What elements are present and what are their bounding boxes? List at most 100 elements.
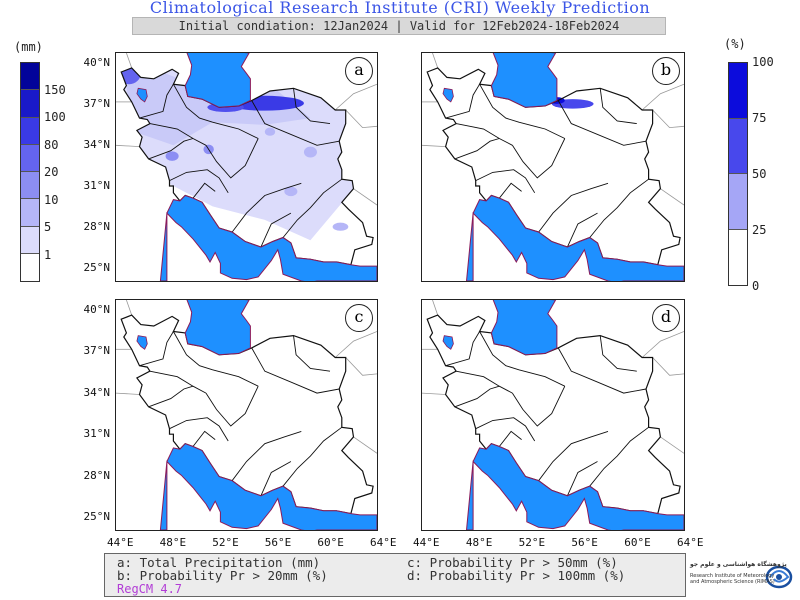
colorbar-right-unit: (%) — [724, 37, 746, 51]
neighbor-border — [345, 357, 377, 376]
province-border — [231, 182, 302, 233]
precip-cell — [332, 222, 349, 231]
colorbar-segment — [21, 226, 39, 254]
panel-label-b: b — [652, 57, 680, 85]
province-border — [589, 426, 649, 487]
province-border — [149, 123, 207, 146]
colorbar-tick-label: 75 — [752, 111, 767, 125]
logo-name-en-1: Research Institute of Meteorology — [690, 573, 775, 579]
province-border — [149, 370, 207, 394]
panel-label-a: a — [345, 57, 373, 85]
map-panel-d: d — [421, 299, 685, 531]
colorbar-segment — [21, 90, 39, 118]
province-border — [148, 385, 194, 408]
province-border — [557, 100, 647, 146]
logo-name-fa: پژوهشگاه هواشناسی و علوم جو — [690, 561, 787, 568]
neighbor-border — [652, 109, 684, 129]
province-border — [566, 212, 598, 248]
province-border — [566, 461, 598, 496]
province-border — [293, 335, 331, 372]
province-border — [479, 83, 565, 139]
lon-label: 52°E — [518, 536, 546, 549]
lon-label: 52°E — [212, 536, 239, 549]
map-panel-a: a — [115, 52, 378, 282]
page-subtitle: Initial condiation: 12Jan2024 | Valid fo… — [132, 17, 666, 35]
neighbor-border — [660, 436, 684, 454]
bottom-lat-label: 25°N — [83, 510, 111, 524]
lon-label: 60°E — [624, 536, 651, 549]
precip-cell — [284, 186, 298, 197]
province-border — [479, 331, 565, 387]
lon-label: 48°E — [159, 536, 187, 549]
province-border — [599, 88, 637, 125]
province-border — [173, 331, 259, 387]
province-border — [475, 417, 536, 442]
neighbor-border — [422, 392, 446, 395]
province-border — [538, 430, 609, 481]
neighbor-border — [422, 144, 446, 147]
colorbar-left — [20, 62, 40, 282]
province-border — [260, 461, 292, 496]
lake-urmia — [136, 87, 148, 103]
province-border — [454, 138, 500, 160]
neighbor-border — [334, 83, 377, 111]
province-border — [456, 123, 513, 146]
neighbor-border — [432, 300, 439, 316]
persian-gulf — [159, 194, 377, 281]
caspian-sea — [490, 53, 558, 108]
neighbor-border — [641, 83, 684, 111]
province-border — [205, 386, 259, 427]
province-border — [260, 212, 292, 248]
iran-land — [427, 67, 681, 265]
panel-label-d: d — [652, 304, 680, 332]
lon-label: 64°E — [370, 536, 397, 549]
map-svg — [422, 53, 684, 281]
lon-label: 44°E — [107, 536, 134, 549]
province-border — [445, 83, 480, 119]
province-border — [282, 178, 343, 238]
province-border — [192, 430, 216, 447]
top-lat-label: 34°N — [83, 138, 111, 152]
province-border — [251, 100, 340, 146]
lake-urmia — [442, 87, 454, 103]
neighbor-border — [345, 109, 377, 129]
colorbar-segment — [21, 144, 39, 172]
precip-cell — [165, 151, 179, 161]
iran-land — [121, 315, 374, 514]
province-border — [475, 169, 536, 194]
colorbar-segment — [729, 174, 747, 230]
neighbor-border — [116, 392, 140, 395]
lon-label: 60°E — [317, 536, 344, 549]
neighbor-border — [126, 53, 133, 69]
colorbar-right — [728, 62, 748, 286]
legend-item-c: c: Probability Pr > 50mm (%) — [407, 555, 618, 570]
precip-cell — [264, 127, 276, 136]
province-border — [231, 430, 302, 481]
lon-label: 48°E — [465, 536, 493, 549]
lake-urmia — [136, 335, 148, 350]
colorbar-tick-label: 20 — [44, 165, 59, 179]
swirl-logo-icon — [765, 565, 793, 589]
colorbar-segment — [21, 63, 39, 91]
colorbar-segment — [729, 118, 747, 174]
neighbor-border — [432, 53, 439, 69]
province-border — [557, 347, 647, 394]
lon-label: 56°E — [571, 536, 598, 549]
colorbar-segment — [729, 63, 747, 119]
legend-item-b: b: Probability Pr > 20mm (%) — [117, 568, 328, 583]
colorbar-tick-label: 150 — [44, 82, 66, 97]
province-border — [456, 370, 513, 394]
map-svg — [116, 53, 377, 281]
province-border — [282, 426, 343, 487]
neighbor-border — [641, 331, 684, 358]
colorbar-tick-label: 50 — [752, 167, 767, 181]
colorbar-tick-label: 100 — [44, 110, 66, 124]
province-border — [205, 138, 259, 179]
persian-gulf — [465, 194, 684, 281]
map-svg — [422, 300, 684, 530]
bottom-lat-label: 31°N — [83, 427, 111, 441]
province-border — [498, 430, 522, 447]
bottom-lat-label: 28°N — [83, 468, 111, 482]
precip-cell — [303, 146, 317, 158]
top-lat-label: 37°N — [83, 97, 111, 111]
